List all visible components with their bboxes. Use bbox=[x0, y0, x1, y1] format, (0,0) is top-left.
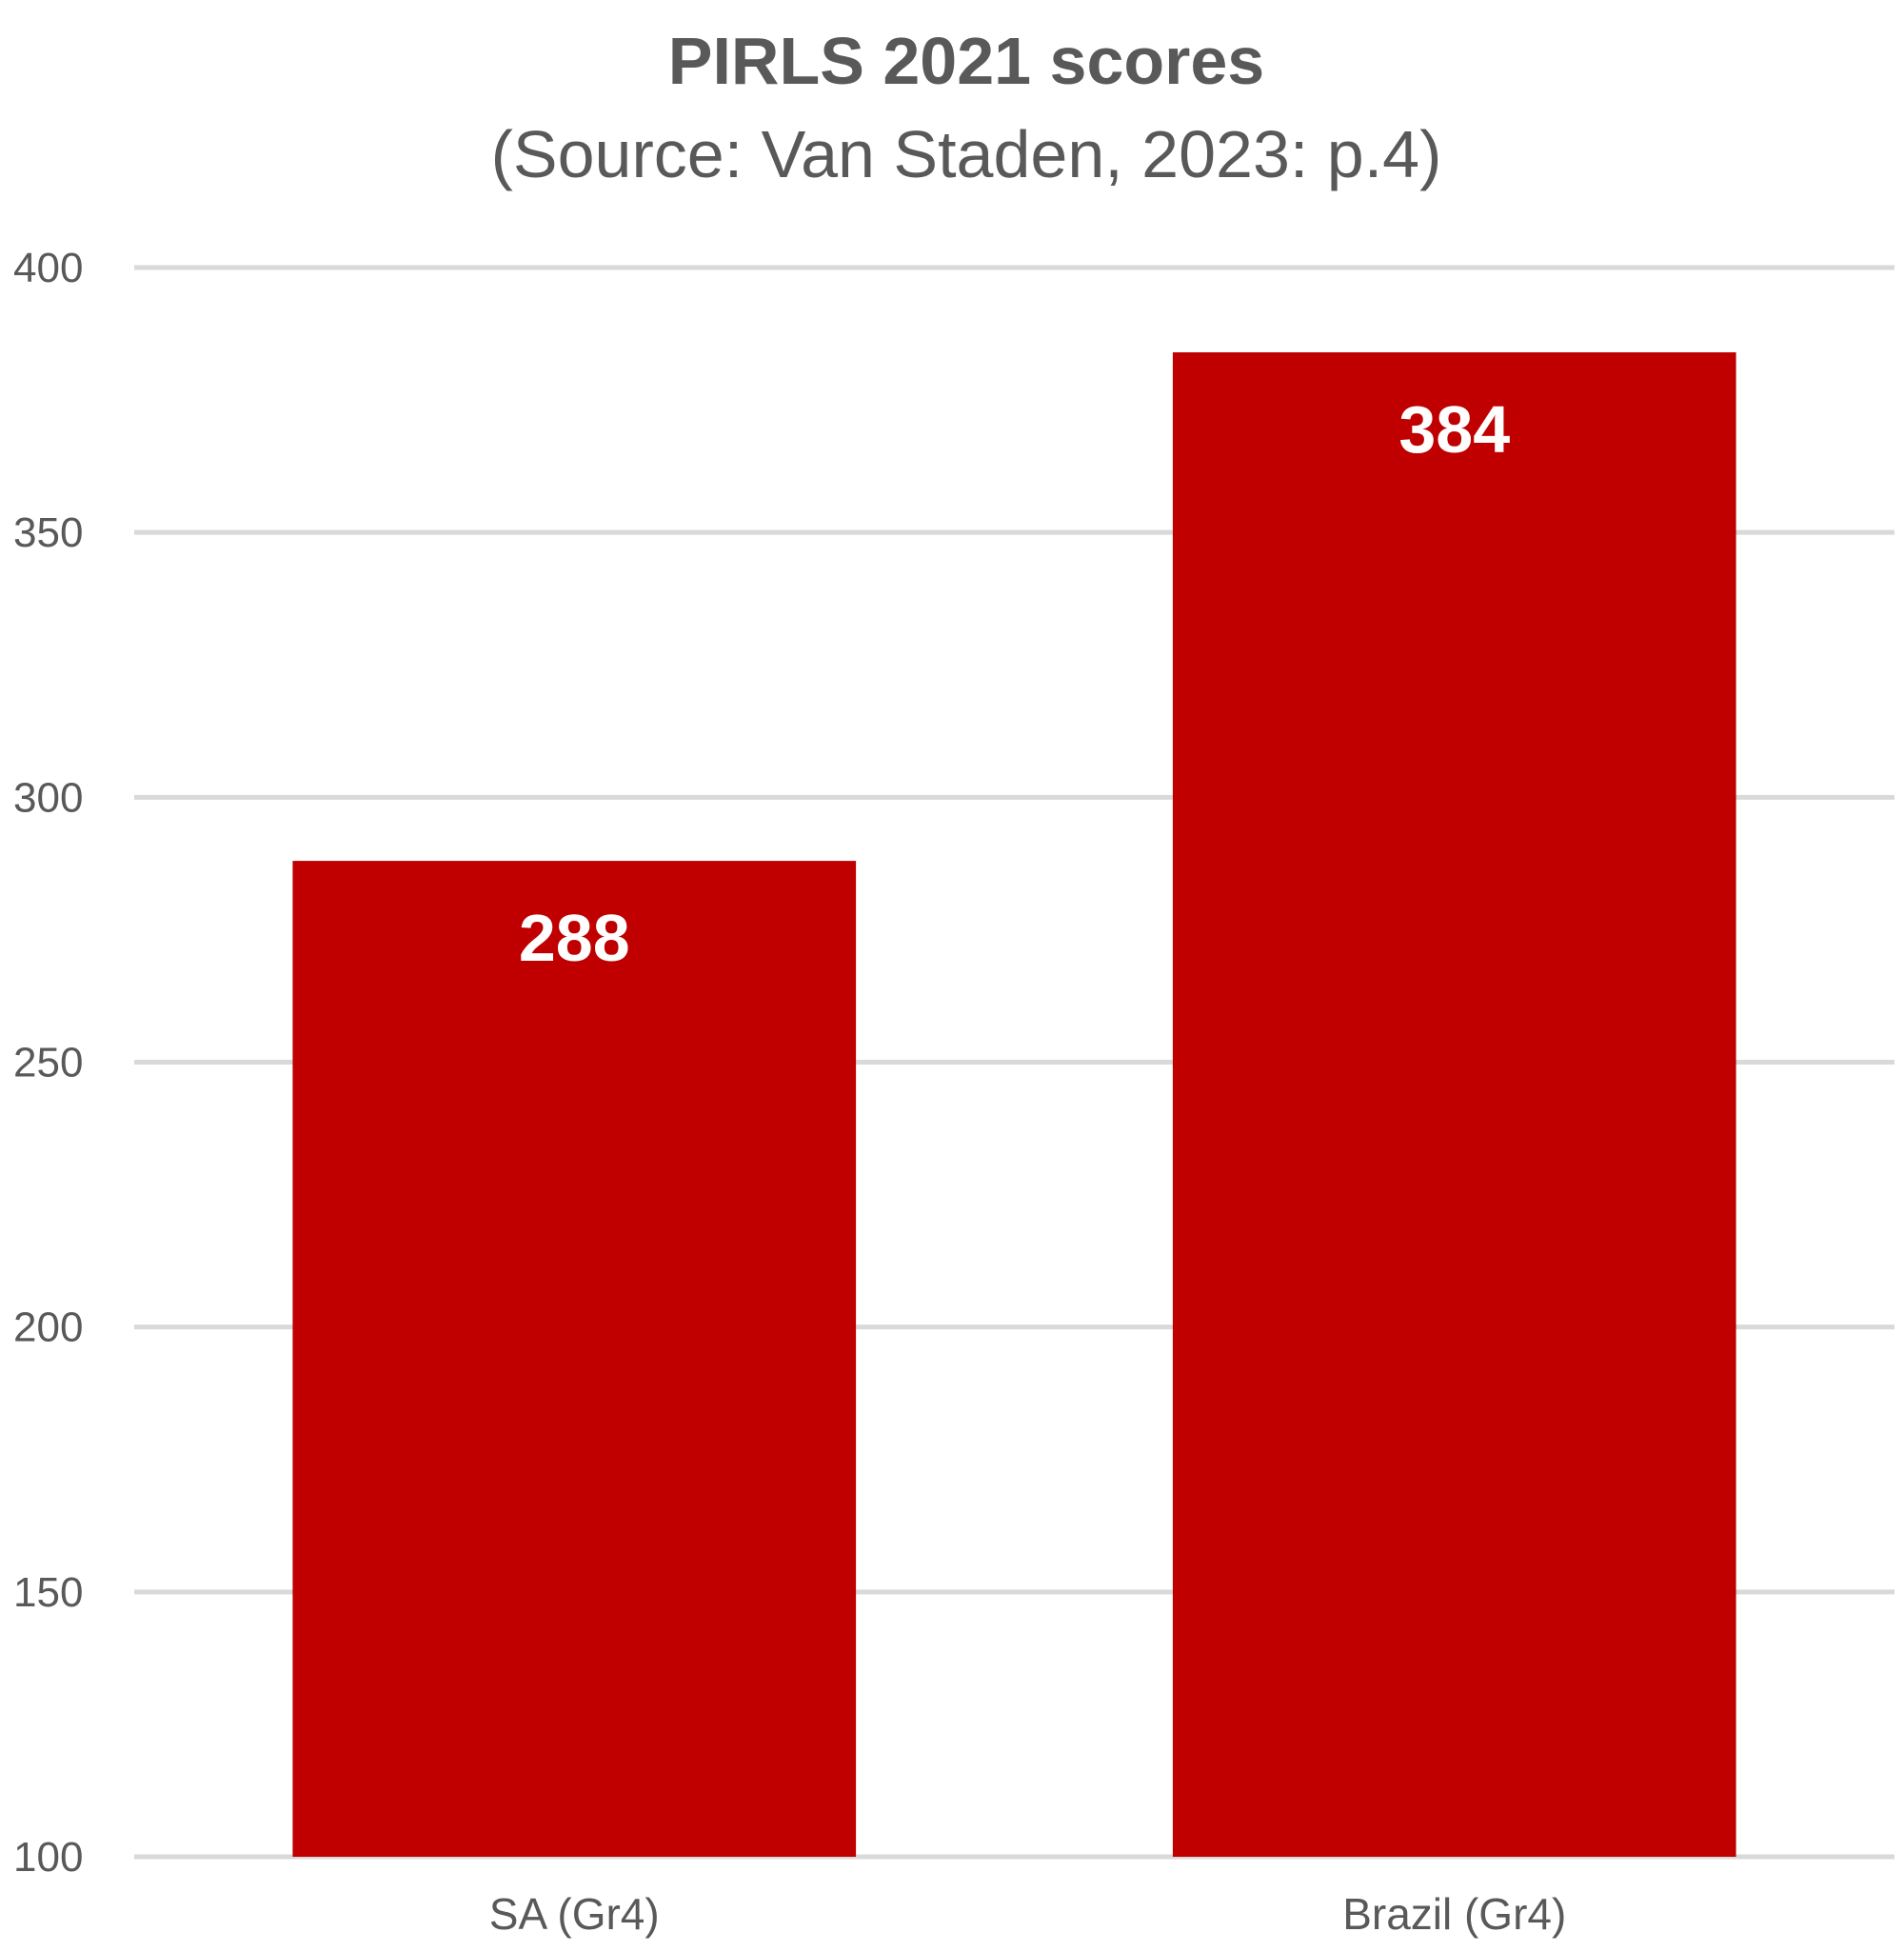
y-tick-label: 350 bbox=[13, 509, 83, 556]
bar bbox=[292, 861, 857, 1858]
bar bbox=[1172, 352, 1736, 1858]
y-tick-label: 150 bbox=[13, 1569, 83, 1616]
y-tick-label: 250 bbox=[13, 1040, 83, 1086]
x-axis-category-labels: SA (Gr4) Brazil (Gr4) bbox=[489, 1889, 1567, 1939]
chart-title: PIRLS 2021 scores bbox=[668, 24, 1264, 98]
y-tick-label: 300 bbox=[13, 774, 83, 821]
y-tick-label: 200 bbox=[13, 1305, 83, 1351]
x-category-label: SA (Gr4) bbox=[489, 1889, 660, 1939]
x-category-label: Brazil (Gr4) bbox=[1342, 1889, 1566, 1939]
y-axis-tick-labels: 100 150 200 250 300 350 400 bbox=[13, 245, 83, 1881]
bar-value-label: 288 bbox=[519, 901, 630, 975]
y-tick-label: 400 bbox=[13, 245, 83, 291]
chart-subtitle: (Source: Van Staden, 2023: p.4) bbox=[491, 117, 1442, 191]
y-tick-label: 100 bbox=[13, 1834, 83, 1881]
bar-value-label: 384 bbox=[1398, 392, 1510, 467]
bars: 288 384 bbox=[292, 352, 1736, 1858]
